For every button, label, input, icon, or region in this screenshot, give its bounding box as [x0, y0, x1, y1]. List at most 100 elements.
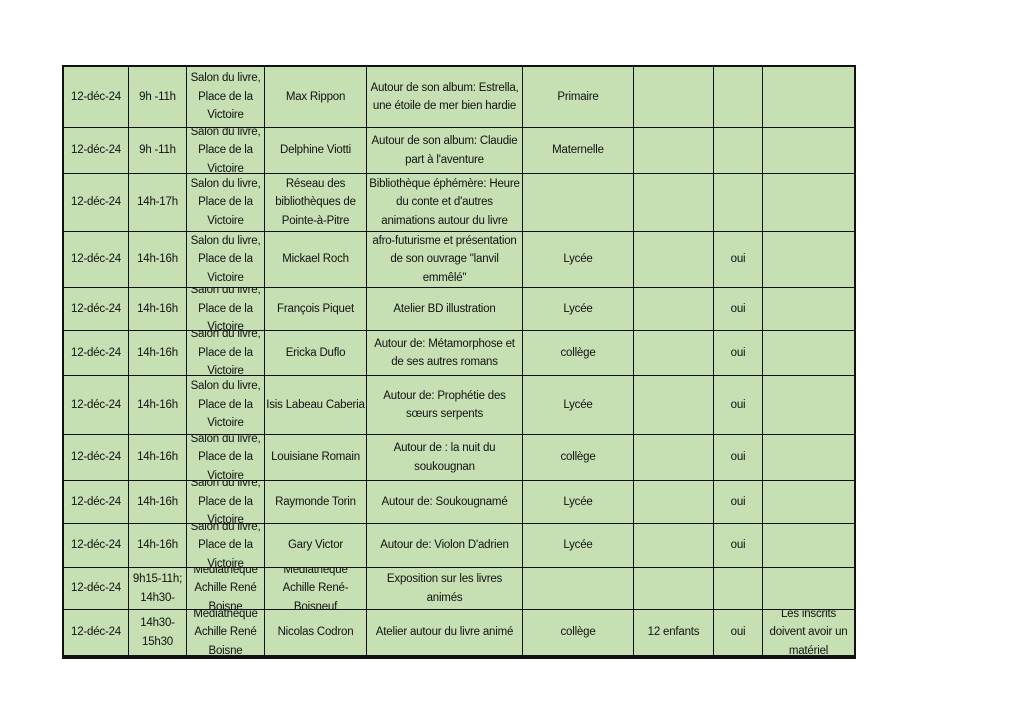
cell-location: Salon du livre, Place de la Victoire — [187, 67, 265, 127]
cell-text: Salon du livre, Place de la Victoire — [190, 234, 261, 284]
cell-time: 14h-16h — [129, 376, 187, 434]
cell-level: collège — [523, 610, 634, 655]
cell-notes — [763, 67, 855, 127]
cell-text: collège — [560, 346, 596, 359]
cell-text: oui — [730, 253, 746, 266]
cell-text: Nicolas Codron — [277, 626, 354, 639]
cell-text: Autour de: Violon D'adrien — [380, 539, 509, 552]
cell-activity: afro-futurisme et présentation de son ou… — [367, 232, 523, 287]
cell-participants: 12 enfants — [634, 610, 714, 655]
cell-participants — [634, 232, 714, 287]
cell-text: oui — [730, 398, 746, 411]
cell-text: oui — [730, 451, 746, 464]
cell-text: Salon du livre, Place de la Victoire — [190, 177, 261, 227]
cell-text: 12-déc-24 — [71, 144, 121, 157]
cell-notes — [763, 376, 855, 434]
cell-text: Bibliothèque éphémère: Heure du conte et… — [369, 177, 520, 227]
cell-text: Autour de son album: Claudie part à l'av… — [371, 135, 518, 166]
cell-speaker: Nicolas Codron — [265, 610, 367, 655]
cell-text: Exposition sur les livres animés — [386, 573, 503, 604]
cell-text: 14h-16h — [137, 451, 178, 464]
cell-registration: oui — [714, 610, 763, 655]
cell-text: 14h-16h — [137, 346, 178, 359]
cell-level: Lycée — [523, 524, 634, 567]
cell-time: 14h-16h — [129, 331, 187, 375]
cell-activity: Autour de: Métamorphose et de ses autres… — [367, 331, 523, 375]
cell-speaker: François Piquet — [265, 288, 367, 330]
cell-text: Autour de: Soukougnamé — [381, 495, 508, 508]
table-row: 12-déc-24 14h-16h Salon du livre, Place de… — [64, 232, 855, 288]
cell-text: Salon du livre, Place de la Victoire — [190, 435, 261, 480]
cell-date: 12-déc-24 — [64, 481, 129, 523]
cell-speaker: Médiathèque Achille René-Boisneuf — [265, 568, 367, 609]
cell-date: 12-déc-24 — [64, 610, 129, 655]
cell-text: Autour de son album: Estrella, une étoil… — [370, 81, 519, 113]
cell-location: Salon du livre, Place de la Victoire — [187, 376, 265, 434]
cell-registration — [714, 568, 763, 609]
cell-location: Salon du livre, Place de la Victoire — [187, 128, 265, 173]
cell-text: afro-futurisme et présentation de son ou… — [372, 234, 517, 284]
cell-text: 12-déc-24 — [71, 302, 121, 315]
cell-date: 12-déc-24 — [64, 174, 129, 231]
cell-registration: oui — [714, 331, 763, 375]
cell-participants — [634, 524, 714, 567]
cell-text: Raymonde Torin — [275, 495, 356, 508]
cell-registration: oui — [714, 524, 763, 567]
cell-date: 12-déc-24 — [64, 435, 129, 480]
cell-speaker: Ericka Duflo — [265, 331, 367, 375]
table-row: 12-déc-24 14h-17h Salon du livre, Place de… — [64, 174, 855, 232]
cell-notes — [763, 174, 855, 231]
cell-speaker: Delphine Viotti — [265, 128, 367, 173]
cell-date: 12-déc-24 — [64, 128, 129, 173]
cell-time: 9h -11h — [129, 128, 187, 173]
cell-registration: oui — [714, 481, 763, 523]
cell-participants — [634, 568, 714, 609]
cell-text: 9h -11h — [139, 144, 176, 157]
table-row: 12-déc-24 14h30-15h30 Médiathèque Achille … — [64, 610, 855, 657]
table-row: 12-déc-24 14h-16h Salon du livre, Place de… — [64, 331, 855, 376]
cell-text: Autour de: Prophétie des sœurs serpents — [383, 389, 506, 421]
cell-activity: Atelier autour du livre animé — [367, 610, 523, 655]
cell-text: 14h-16h — [137, 495, 178, 508]
cell-notes — [763, 331, 855, 375]
cell-registration: oui — [714, 232, 763, 287]
cell-speaker: Louisiane Romain — [265, 435, 367, 480]
table-row: 12-déc-24 14h-16h Salon du livre, Place de… — [64, 435, 855, 481]
cell-text: 9h15-11h; 14h30- — [132, 573, 183, 604]
cell-text: 12-déc-24 — [71, 539, 121, 552]
cell-text: 14h-17h — [137, 196, 178, 209]
cell-text: Médiathèque Achille René Boisne — [193, 568, 258, 609]
cell-location: Salon du livre, Place de la Victoire — [187, 481, 265, 523]
cell-time: 14h-17h — [129, 174, 187, 231]
cell-registration: oui — [714, 376, 763, 434]
cell-location: Salon du livre, Place de la Victoire — [187, 331, 265, 375]
cell-text: Delphine Viotti — [280, 144, 351, 157]
cell-text: oui — [730, 626, 746, 639]
cell-time: 14h-16h — [129, 435, 187, 480]
cell-date: 12-déc-24 — [64, 232, 129, 287]
cell-participants — [634, 288, 714, 330]
cell-notes — [763, 232, 855, 287]
cell-location: Salon du livre, Place de la Victoire — [187, 288, 265, 330]
cell-text: Lycée — [563, 539, 593, 552]
table-row: 12-déc-24 14h-16h Salon du livre, Place de… — [64, 524, 855, 568]
cell-text: 14h30-15h30 — [140, 617, 175, 648]
cell-notes: Les inscrits doivent avoir un matériel — [763, 610, 855, 655]
cell-text: 12-déc-24 — [71, 495, 121, 508]
cell-level: Lycée — [523, 232, 634, 287]
cell-text: François Piquet — [277, 302, 354, 315]
cell-registration — [714, 174, 763, 231]
cell-location: Salon du livre, Place de la Victoire — [187, 174, 265, 231]
cell-text: oui — [730, 302, 746, 315]
cell-text: Réseau des bibliothèques de Pointe-à-Pit… — [275, 177, 356, 227]
cell-text: 12-déc-24 — [71, 451, 121, 464]
cell-participants — [634, 67, 714, 127]
cell-activity: Autour de: Soukougnamé — [367, 481, 523, 523]
cell-registration: oui — [714, 288, 763, 330]
cell-text: Isis Labeau Caberia — [266, 398, 365, 411]
cell-location: Salon du livre, Place de la Victoire — [187, 524, 265, 567]
cell-text: Les inscrits doivent avoir un matériel — [769, 610, 848, 655]
cell-activity: Autour de: Violon D'adrien — [367, 524, 523, 567]
table-row: 12-déc-24 9h15-11h; 14h30- Médiathèque Ach… — [64, 568, 855, 610]
cell-level: Lycée — [523, 288, 634, 330]
